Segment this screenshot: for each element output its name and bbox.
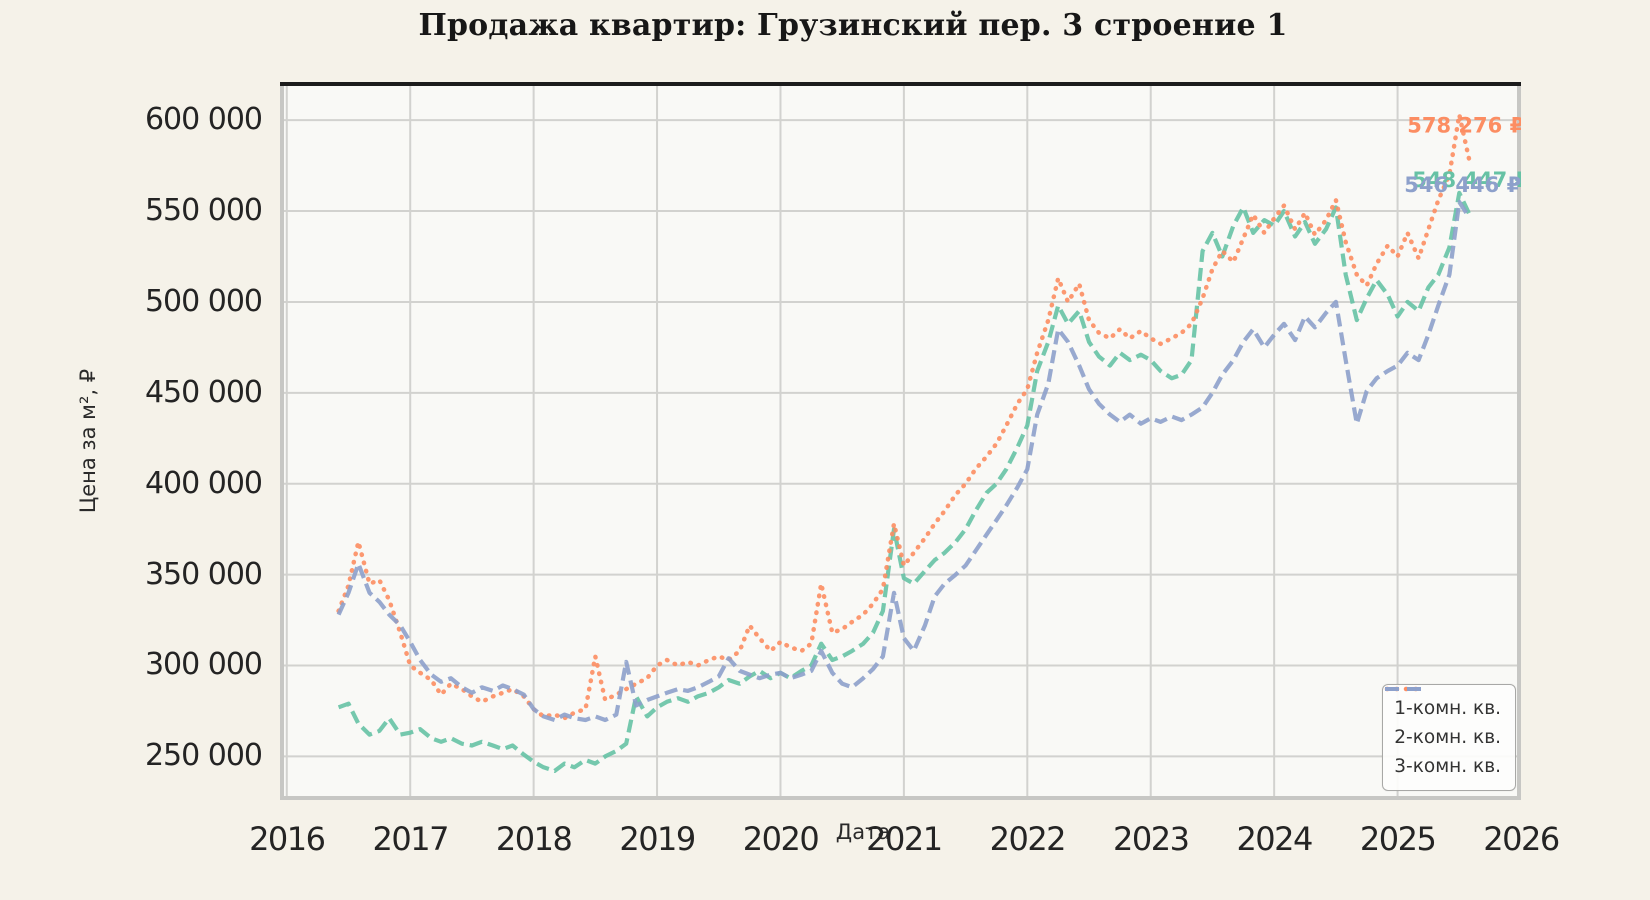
- x-tick-label-2019: 2019: [619, 820, 696, 858]
- chart-svg: 578 276 ₽ 548 447 ₽546 446 ₽: [280, 82, 1521, 800]
- x-tick-label-2022: 2022: [989, 820, 1067, 858]
- chart-title: Продажа квартир: Грузинский пер. 3 строе…: [418, 8, 1288, 43]
- plot-area: 578 276 ₽ 548 447 ₽546 446 ₽ 1-комн. кв. 2…: [280, 82, 1521, 800]
- x-axis-label: Дата: [835, 820, 891, 844]
- series-line-3-komn: [336, 199, 1471, 723]
- legend-item-3-komn: 3-комн. кв.: [1385, 687, 1501, 781]
- y-tick-label-450000: 450 000: [144, 374, 263, 410]
- x-tick-label-2024: 2024: [1236, 820, 1313, 858]
- y-tick-label-500000: 500 000: [144, 283, 263, 319]
- x-tick-label-2020: 2020: [742, 820, 820, 858]
- legend-item-2-komn: 2-комн. кв.: [1385, 686, 1501, 752]
- y-tick-label-250000: 250 000: [144, 738, 263, 774]
- x-tick-label-2026: 2026: [1483, 820, 1560, 858]
- legend-item-label: 1-комн. кв.: [1394, 698, 1501, 719]
- legend-item-label: 3-комн. кв.: [1394, 756, 1501, 777]
- y-tick-label-300000: 300 000: [144, 647, 263, 683]
- annotation-last-price-1: 578 276 ₽: [1407, 114, 1521, 138]
- y-tick-label-600000: 600 000: [144, 102, 263, 138]
- legend-item-label: 2-комн. кв.: [1394, 727, 1501, 748]
- x-tick-label-2016: 2016: [249, 820, 326, 858]
- legend-item-1-komn: 1-комн. кв.: [1385, 687, 1501, 723]
- x-tick-label-2025: 2025: [1359, 820, 1437, 858]
- legend: 1-комн. кв. 2-комн. кв. 3-комн. кв.: [1382, 684, 1516, 791]
- series-line-1-komn: [337, 190, 1472, 773]
- x-tick-label-2021: 2021: [866, 820, 943, 858]
- y-tick-label-400000: 400 000: [144, 465, 263, 501]
- y-tick-label-550000: 550 000: [144, 193, 263, 229]
- legend-line-sample: [1385, 687, 1424, 691]
- annotation-last-price-3: 546 446 ₽: [1404, 173, 1521, 197]
- y-tick-label-350000: 350 000: [144, 556, 263, 592]
- x-tick-label-2018: 2018: [495, 820, 573, 858]
- series-line-2-komn: [336, 112, 1472, 721]
- x-tick-label-2023: 2023: [1113, 820, 1190, 858]
- annotation-last-price-2: 548 447 ₽: [1412, 168, 1521, 192]
- x-tick-label-2017: 2017: [372, 820, 449, 858]
